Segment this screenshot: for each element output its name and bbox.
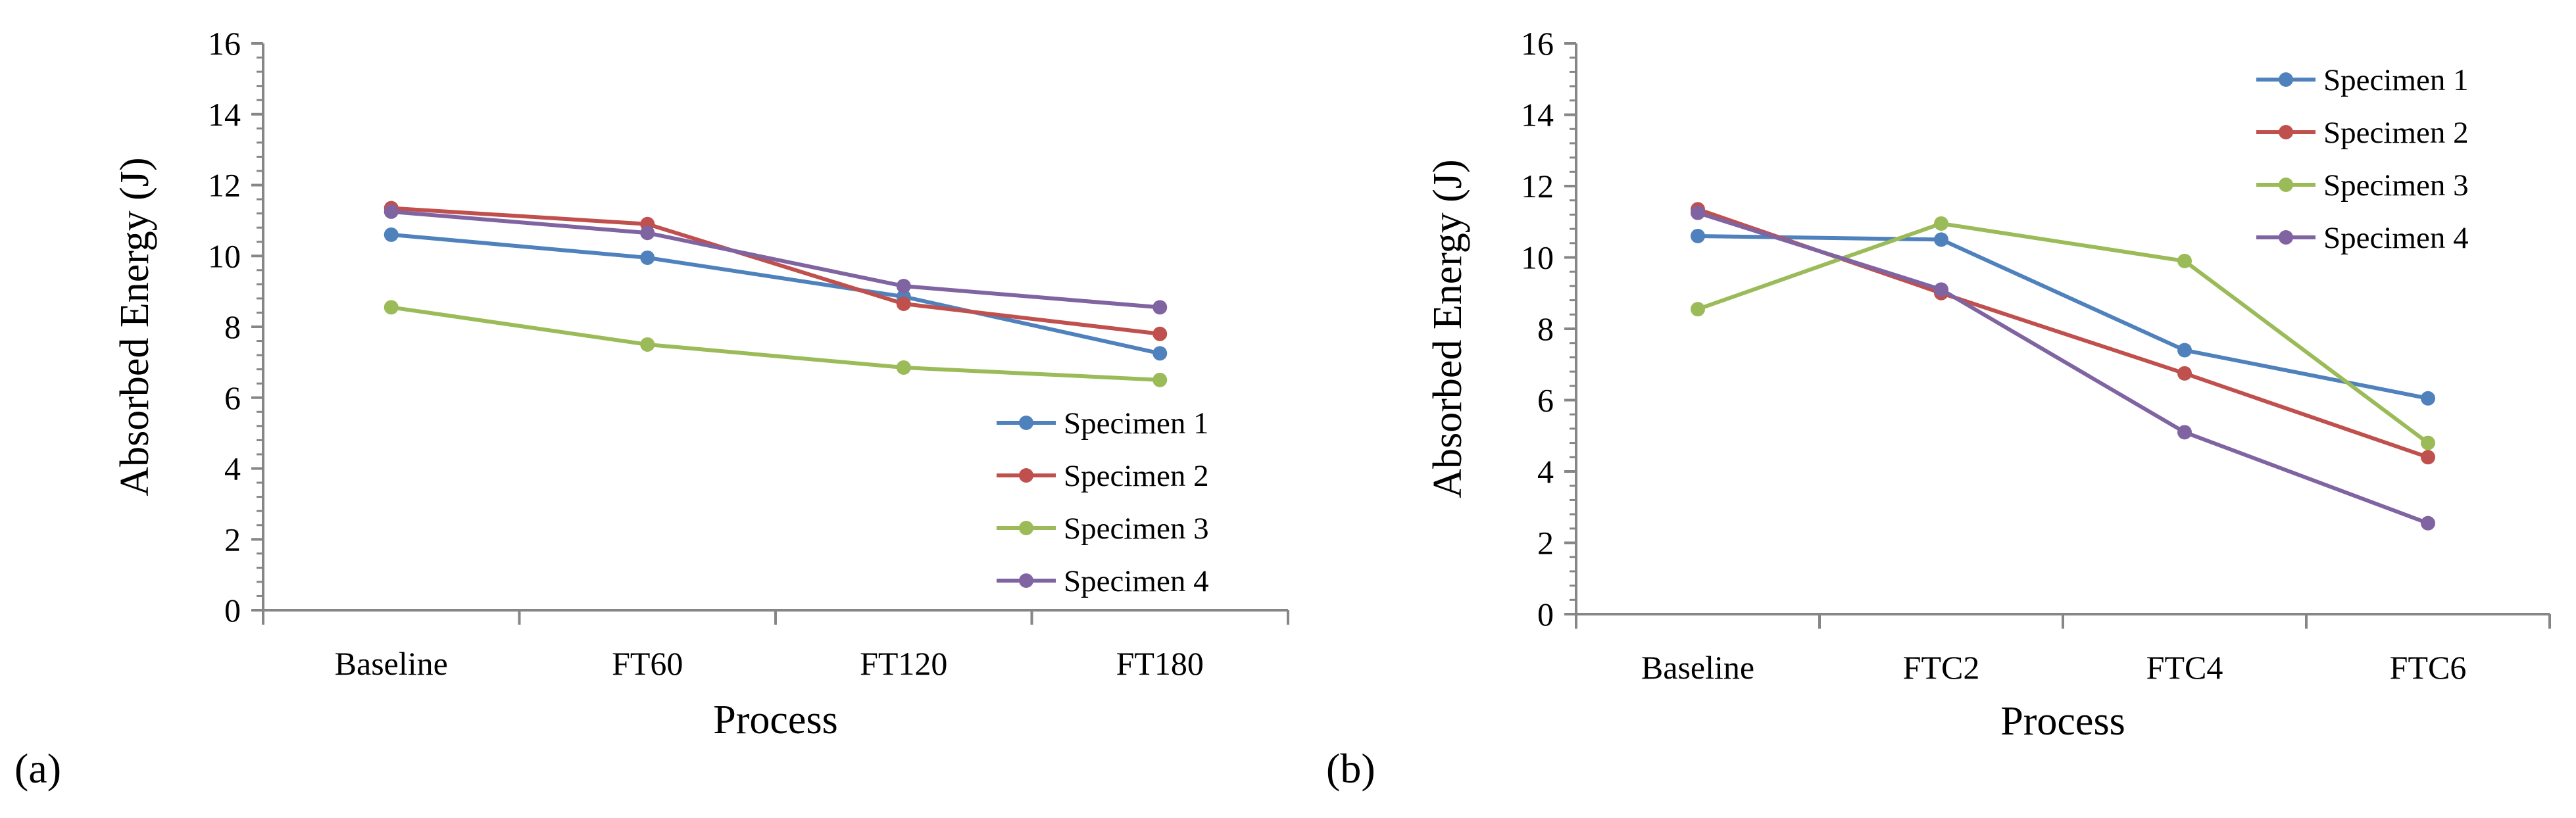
series-line (1697, 233, 2429, 400)
legend-label: Specimen 4 (1064, 564, 1209, 598)
x-axis-title: Process (2000, 699, 2125, 744)
data-point (640, 250, 655, 265)
data-point (2421, 450, 2435, 465)
x-tick-label: Baseline (1641, 649, 1754, 686)
legend-label: Specimen 3 (2323, 168, 2469, 203)
chart-panel-a: 0 2 4 6 8 10 12 14 16 Baseline FT60 FT120 FT180 Absor… (14, 25, 1289, 792)
series-line (391, 206, 1160, 336)
y-tick-label: 8 (224, 308, 241, 345)
data-point (1934, 216, 1948, 231)
series-3 (384, 300, 1168, 387)
legend-label: Specimen 4 (2323, 221, 2469, 255)
legend-marker (1019, 416, 1033, 430)
legend-marker (1019, 468, 1033, 483)
data-point (896, 279, 911, 294)
legend-label: Specimen 2 (1064, 459, 1209, 493)
panel-label: (b) (1326, 745, 1375, 792)
y-tick-label: 10 (1521, 239, 1554, 276)
series-1 (1691, 228, 2435, 406)
series-line (391, 305, 1160, 382)
data-point (640, 226, 655, 241)
x-tick-label: FTC2 (1903, 649, 1980, 686)
series-1 (384, 227, 1168, 361)
y-tick-label: 8 (1537, 310, 1554, 347)
x-tick-label: FTC6 (2390, 649, 2467, 686)
y-tick-label: 14 (1521, 97, 1554, 133)
legend-marker (2279, 230, 2293, 245)
data-point (2177, 253, 2192, 268)
y-tick-label: 14 (208, 96, 241, 133)
y-tick-label: 4 (224, 450, 241, 487)
y-tick-label: 6 (224, 379, 241, 416)
data-point (384, 227, 399, 242)
x-tick-label: FT60 (612, 645, 683, 682)
y-tick-label: 0 (224, 592, 241, 629)
legend-marker (2279, 178, 2293, 192)
legend-label: Specimen 1 (1064, 406, 1209, 441)
series-line (391, 232, 1160, 356)
x-tick-label: FT180 (1116, 645, 1204, 682)
series-line (1697, 221, 2429, 445)
series-line (391, 209, 1160, 310)
legend-marker (1019, 573, 1033, 588)
y-tick-label: 12 (1521, 168, 1554, 204)
series-3 (1691, 216, 2435, 450)
y-axis-title: Absorbed Energy (J) (1425, 159, 1470, 498)
data-point (1691, 205, 1705, 220)
series-4 (1691, 205, 2435, 531)
data-point (2421, 435, 2435, 450)
y-tick-label: 2 (224, 521, 241, 558)
data-point (2177, 425, 2192, 440)
chart-panel-b: 0 2 4 6 8 10 12 14 16 Baseline FTC2 FTC4 FTC6 Absorbe… (1326, 25, 2551, 792)
series-line (1697, 210, 2429, 525)
x-tick-label: Baseline (335, 645, 448, 682)
data-point (896, 360, 911, 375)
y-tick-label: 16 (1521, 25, 1554, 62)
legend-marker (2279, 72, 2293, 87)
y-tick-label: 4 (1537, 453, 1554, 490)
data-point (1691, 228, 1705, 243)
data-point (1934, 232, 1948, 247)
data-point (2421, 516, 2435, 531)
y-tick-label: 6 (1537, 382, 1554, 419)
data-point (2177, 343, 2192, 358)
data-point (1152, 326, 1168, 341)
data-point (1152, 300, 1168, 315)
legend: Specimen 1 Specimen 2 Specimen 3 Specimen 4 (2256, 63, 2469, 255)
legend-label: Specimen 2 (2323, 116, 2469, 150)
data-point (640, 337, 655, 352)
panel-label: (a) (14, 745, 61, 792)
data-point (1152, 346, 1168, 361)
legend: Specimen 1 Specimen 2 Specimen 3 Specimen 4 (997, 406, 1209, 598)
y-tick-label: 16 (208, 25, 241, 62)
x-axis-title: Process (713, 698, 837, 742)
legend-marker (2279, 125, 2293, 139)
legend-label: Specimen 1 (2323, 63, 2469, 97)
legend-marker (1019, 521, 1033, 535)
legend-label: Specimen 3 (1064, 512, 1209, 546)
data-point (896, 296, 911, 311)
data-point (2177, 366, 2192, 381)
data-point (384, 204, 399, 219)
x-tick-label: FTC4 (2146, 649, 2223, 686)
y-axis-title: Absorbed Energy (J) (112, 157, 157, 496)
x-tick-label: FT120 (860, 645, 947, 682)
y-tick-label: 12 (208, 167, 241, 204)
y-tick-label: 2 (1537, 525, 1554, 562)
data-point (2421, 391, 2435, 406)
series-4 (384, 204, 1168, 315)
data-point (1934, 282, 1948, 297)
y-tick-label: 0 (1537, 596, 1554, 633)
y-tick-label: 10 (208, 237, 241, 274)
data-point (1691, 302, 1705, 317)
data-point (384, 300, 399, 315)
data-point (1152, 372, 1168, 387)
